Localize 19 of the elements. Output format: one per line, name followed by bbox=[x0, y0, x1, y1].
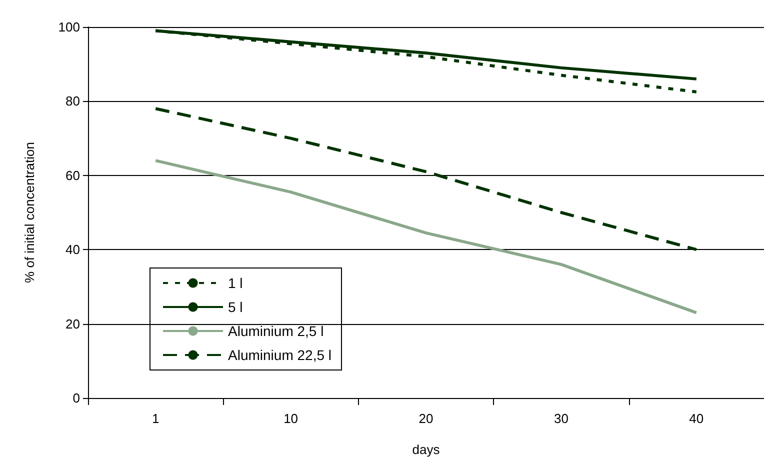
y-tick-label: 0 bbox=[72, 390, 80, 406]
x-tick-label: 1 bbox=[152, 411, 160, 426]
legend-label: 1 l bbox=[228, 275, 243, 291]
y-tick-label: 80 bbox=[66, 94, 80, 109]
x-tick-label: 40 bbox=[689, 411, 704, 426]
y-tick-label: 40 bbox=[66, 242, 80, 258]
x-axis-title: days bbox=[412, 442, 440, 457]
x-tick-label: 20 bbox=[418, 411, 434, 426]
legend-label: 5 l bbox=[228, 299, 243, 315]
y-tick-label: 20 bbox=[66, 316, 80, 332]
y-tick-label: 100 bbox=[58, 20, 80, 34]
x-tick-label: 30 bbox=[554, 411, 568, 426]
legend-label: Aluminium 22,5 l bbox=[228, 347, 332, 363]
y-axis-title: % of initial concentration bbox=[22, 142, 37, 283]
y-tick-label: 60 bbox=[66, 168, 80, 183]
x-tick-label: 10 bbox=[284, 411, 298, 426]
line-series bbox=[154, 107, 698, 252]
line-series bbox=[154, 159, 698, 314]
legend-label: Aluminium 2,5 l bbox=[228, 323, 324, 339]
